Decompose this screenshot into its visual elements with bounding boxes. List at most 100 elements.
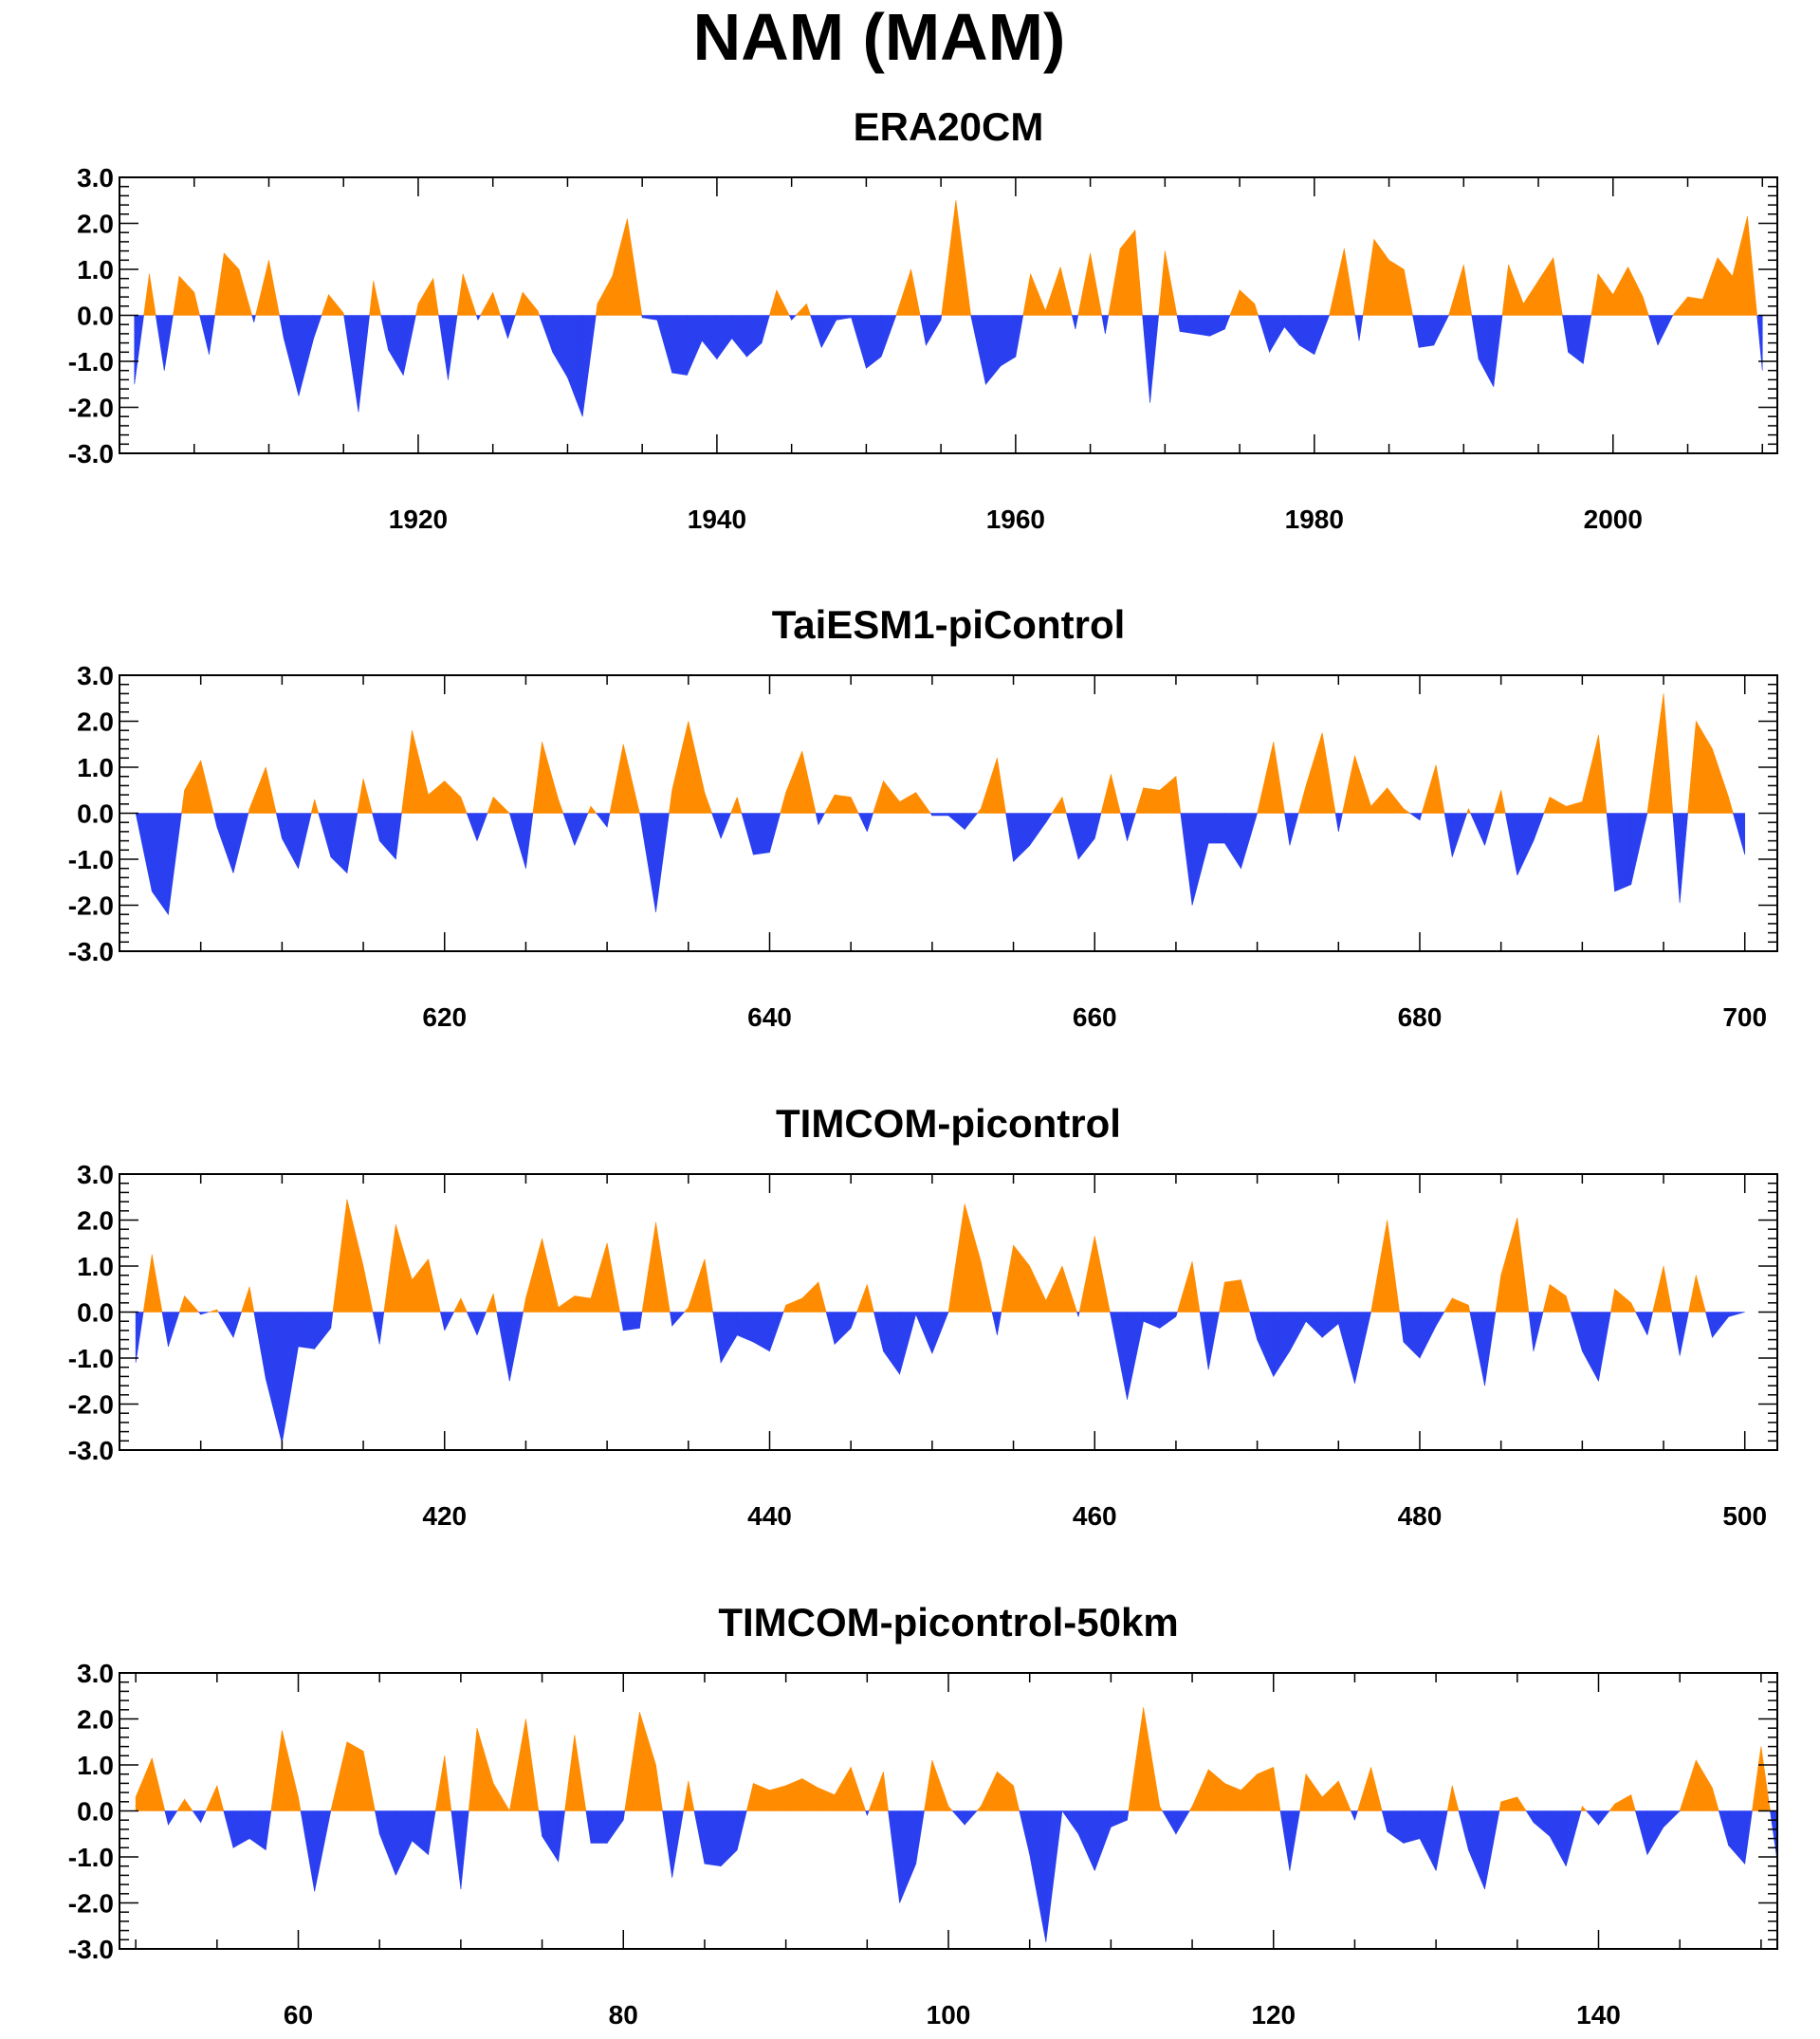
negative-area-segment <box>815 813 819 825</box>
negative-area-segment <box>330 813 348 874</box>
negative-area-segment <box>1381 1810 1388 1832</box>
positive-area-segment <box>476 1728 494 1811</box>
positive-area-segment <box>328 293 344 316</box>
negative-area-segment <box>1075 315 1079 330</box>
positive-area-segment <box>753 1782 770 1811</box>
positive-area-segment <box>801 1778 819 1811</box>
positive-area-segment <box>558 1295 576 1313</box>
positive-area-segment <box>1500 790 1506 814</box>
positive-area-series <box>181 693 1734 814</box>
positive-area-segment <box>480 292 493 316</box>
negative-area-segment <box>753 813 770 855</box>
negative-area-segment <box>476 1312 487 1335</box>
positive-area-segment <box>1627 266 1644 316</box>
positive-area-segment <box>184 760 201 814</box>
negative-area-segment <box>1029 1810 1047 1942</box>
positive-area-segment <box>460 1297 468 1313</box>
negative-area-segment <box>253 1312 267 1379</box>
positive-area-segment <box>795 303 807 316</box>
positive-area-segment <box>1388 259 1405 316</box>
negative-area-segment <box>1582 1312 1599 1382</box>
negative-area-segment <box>217 1312 234 1339</box>
x-tick-label: 1940 <box>688 505 746 534</box>
positive-area-segment <box>1305 732 1323 814</box>
positive-area-segment <box>895 268 911 316</box>
negative-area-segment <box>1334 813 1339 832</box>
negative-area-segment <box>687 315 703 376</box>
positive-area-segment <box>1273 1767 1281 1811</box>
positive-area-segment <box>486 1293 494 1313</box>
positive-area-segment <box>1687 296 1703 316</box>
positive-area-segment <box>558 799 564 814</box>
positive-area-segment <box>428 1258 441 1313</box>
positive-area-segment <box>823 794 836 814</box>
positive-area-segment <box>806 303 811 316</box>
positive-area-segment <box>1728 797 1734 814</box>
x-tick-label: 100 <box>927 2000 971 2030</box>
positive-area-segment <box>1549 797 1567 814</box>
negative-area-segment <box>192 1810 201 1824</box>
positive-area-segment <box>1224 1782 1241 1811</box>
negative-area-segment <box>151 813 169 916</box>
positive-area-segment <box>1609 1803 1615 1811</box>
positive-area-segment <box>184 1295 200 1313</box>
positive-area-segment <box>1175 776 1182 814</box>
positive-area-segment <box>181 790 185 814</box>
positive-area-segment <box>1582 1805 1588 1811</box>
positive-area-segment <box>683 1306 689 1313</box>
negative-area-segment <box>1094 813 1102 839</box>
negative-area-segment <box>1458 1810 1469 1850</box>
negative-area-segment <box>662 1810 672 1878</box>
positive-area-segment <box>537 310 541 316</box>
positive-area-segment <box>248 1286 255 1313</box>
negative-area-segment <box>1634 1810 1648 1855</box>
y-tick-label: 0.0 <box>77 1797 114 1827</box>
positive-area-segment <box>1614 1288 1632 1313</box>
positive-area-segment <box>1712 748 1729 814</box>
negative-area-segment <box>919 315 927 346</box>
negative-area-segment <box>1657 315 1674 346</box>
negative-area-segment <box>1354 315 1360 341</box>
negative-area-segment <box>330 1312 334 1329</box>
negative-area-segment <box>1533 1312 1544 1351</box>
positive-area-segment <box>980 758 998 814</box>
positive-area-segment <box>468 1728 478 1811</box>
positive-area-segment <box>1463 265 1473 316</box>
positive-area-segment <box>193 292 200 316</box>
negative-area-segment <box>1756 315 1763 371</box>
positive-area-segment <box>1045 1265 1063 1313</box>
negative-area-segment <box>378 813 396 860</box>
positive-area-segment <box>522 291 539 316</box>
positive-area-segment <box>412 730 429 814</box>
positive-area-segment <box>1134 230 1143 316</box>
y-tick-label: -2.0 <box>68 394 114 423</box>
positive-area-segment <box>1354 755 1371 814</box>
negative-area-segment <box>1066 813 1079 860</box>
negative-area-segment <box>1663 1810 1681 1828</box>
negative-area-segment <box>450 1810 462 1889</box>
negative-area-segment <box>378 1312 385 1345</box>
negative-area-segment <box>836 315 852 321</box>
positive-area-segment <box>1582 734 1599 814</box>
negative-area-segment <box>460 1810 469 1889</box>
negative-area-segment <box>135 813 153 892</box>
negative-area-segment <box>223 1810 234 1848</box>
negative-area-segment <box>1284 813 1291 846</box>
positive-area-segment <box>178 275 195 316</box>
negative-area-segment <box>1598 1312 1611 1382</box>
negative-area-segment <box>1493 315 1503 387</box>
negative-area-segment <box>1175 1810 1190 1835</box>
negative-area-segment <box>1408 813 1421 821</box>
positive-area-segment <box>310 799 315 814</box>
negative-area-segment <box>899 1810 917 1903</box>
negative-area-segment <box>940 315 943 321</box>
negative-area-segment <box>1418 315 1435 348</box>
negative-area-segment <box>1005 813 1014 862</box>
positive-area-segment <box>1565 800 1583 814</box>
positive-area-segment <box>1373 238 1389 316</box>
negative-area-segment <box>671 315 688 376</box>
chart-panel-4: TIMCOM-picontrol-50km 3.0 2.0 1.0 0.0 -1.0 -2.… <box>68 1600 1778 2030</box>
positive-area-segment <box>1688 1275 1697 1313</box>
negative-area-segment <box>1582 315 1592 364</box>
negative-area-segment <box>466 813 478 841</box>
